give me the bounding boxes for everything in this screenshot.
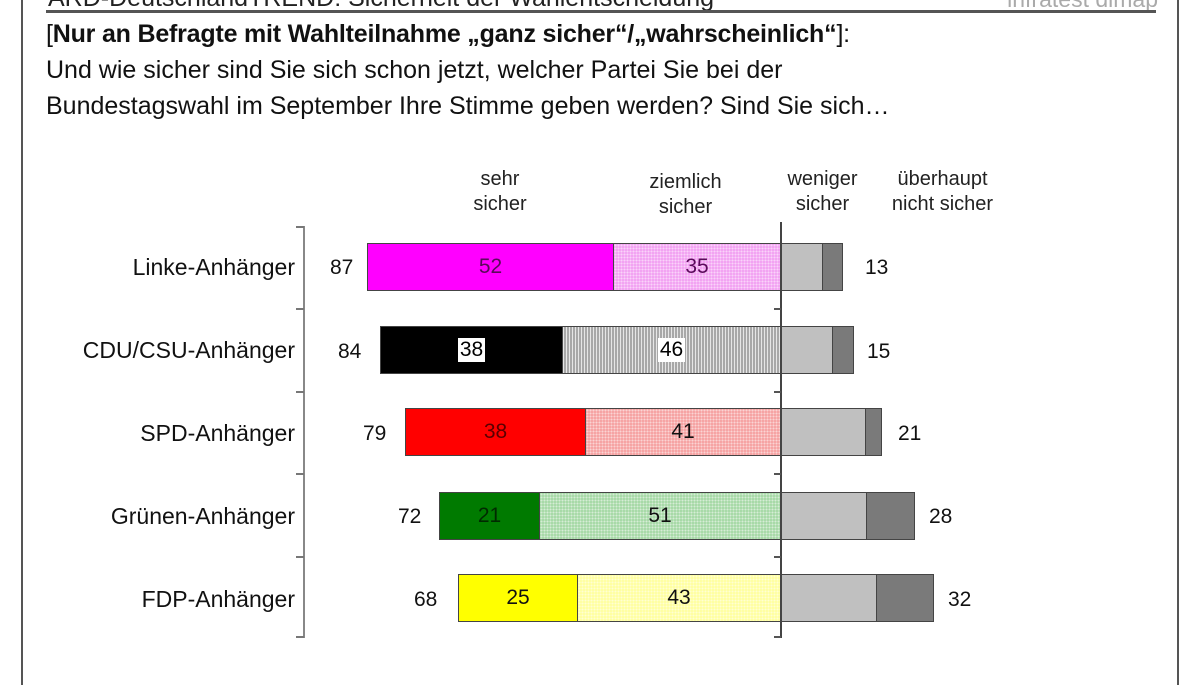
axis-tick	[296, 473, 304, 475]
unsure-total: 32	[948, 588, 972, 611]
segment-weniger-sicher	[781, 574, 877, 622]
axis-tick	[296, 308, 304, 310]
segment-sehr-sicher: 38	[405, 408, 586, 456]
segment-ziemlich-sicher: 43	[577, 574, 781, 622]
legend-sehr-sicher: sehr sicher	[473, 168, 527, 215]
segment-ueberhaupt-nicht-sicher	[832, 326, 854, 374]
axis-tick	[774, 556, 781, 558]
axis-tick	[774, 308, 781, 310]
segment-ueberhaupt-nicht-sicher	[822, 243, 843, 291]
unsure-total: 15	[867, 340, 891, 363]
segment-sehr-sicher: 52	[367, 243, 614, 291]
unsure-total: 21	[898, 422, 922, 445]
segment-ueberhaupt-nicht-sicher	[865, 408, 882, 456]
category-axis	[303, 226, 305, 638]
axis-tick	[296, 636, 304, 638]
category-label: FDP-Anhänger	[141, 586, 295, 612]
category-label: Grünen-Anhänger	[110, 503, 295, 529]
axis-tick	[774, 391, 781, 393]
segment-sehr-sicher: 25	[458, 574, 578, 622]
axis-tick	[296, 391, 304, 393]
title-divider	[46, 10, 1156, 13]
sure-total: 84	[338, 340, 362, 363]
chart-title: ARD-DeutschlandTREND: Sicherheit der Wah…	[48, 0, 714, 12]
sure-total: 68	[414, 588, 438, 611]
sure-total: 87	[330, 256, 354, 279]
unsure-total: 28	[929, 505, 953, 528]
segment-sehr-sicher: 38	[380, 326, 563, 374]
sure-total: 72	[398, 505, 422, 528]
legend-ueberhaupt-nicht-sicher: überhaupt nicht sicher	[891, 168, 994, 215]
chart-title-row: ARD-DeutschlandTREND: Sicherheit der Wah…	[48, 0, 1158, 13]
sure-total: 79	[363, 422, 387, 445]
segment-ueberhaupt-nicht-sicher	[876, 574, 934, 622]
segment-ziemlich-sicher: 41	[585, 408, 781, 456]
chart-frame	[21, 0, 1179, 685]
segment-weniger-sicher	[781, 243, 823, 291]
axis-tick	[774, 636, 781, 638]
segment-ziemlich-sicher: 51	[539, 492, 781, 540]
source-label: infratest dimap	[1007, 0, 1158, 13]
segment-weniger-sicher	[781, 326, 833, 374]
axis-tick	[296, 556, 304, 558]
legend-weniger-sicher: weniger sicher	[787, 168, 858, 215]
question-line-1: Und wie sicher sind Sie sich schon jetzt…	[46, 56, 783, 84]
axis-tick	[774, 473, 781, 475]
segment-ziemlich-sicher: 46	[562, 326, 781, 374]
question-line-2: Bundestagswahl im September Ihre Stimme …	[46, 92, 890, 120]
legend-ziemlich-sicher: ziemlich sicher	[649, 171, 722, 218]
unsure-total: 13	[865, 256, 889, 279]
category-label: SPD-Anhänger	[140, 420, 295, 446]
axis-tick	[296, 226, 304, 228]
category-label: Linke-Anhänger	[132, 254, 295, 280]
segment-ziemlich-sicher: 35	[613, 243, 781, 291]
segment-ueberhaupt-nicht-sicher	[866, 492, 915, 540]
category-label: CDU/CSU-Anhänger	[82, 337, 295, 363]
segment-sehr-sicher: 21	[439, 492, 540, 540]
segment-weniger-sicher	[781, 408, 866, 456]
segment-weniger-sicher	[781, 492, 867, 540]
question-filter: [Nur an Befragte mit Wahlteilnahme „ganz…	[46, 20, 850, 48]
